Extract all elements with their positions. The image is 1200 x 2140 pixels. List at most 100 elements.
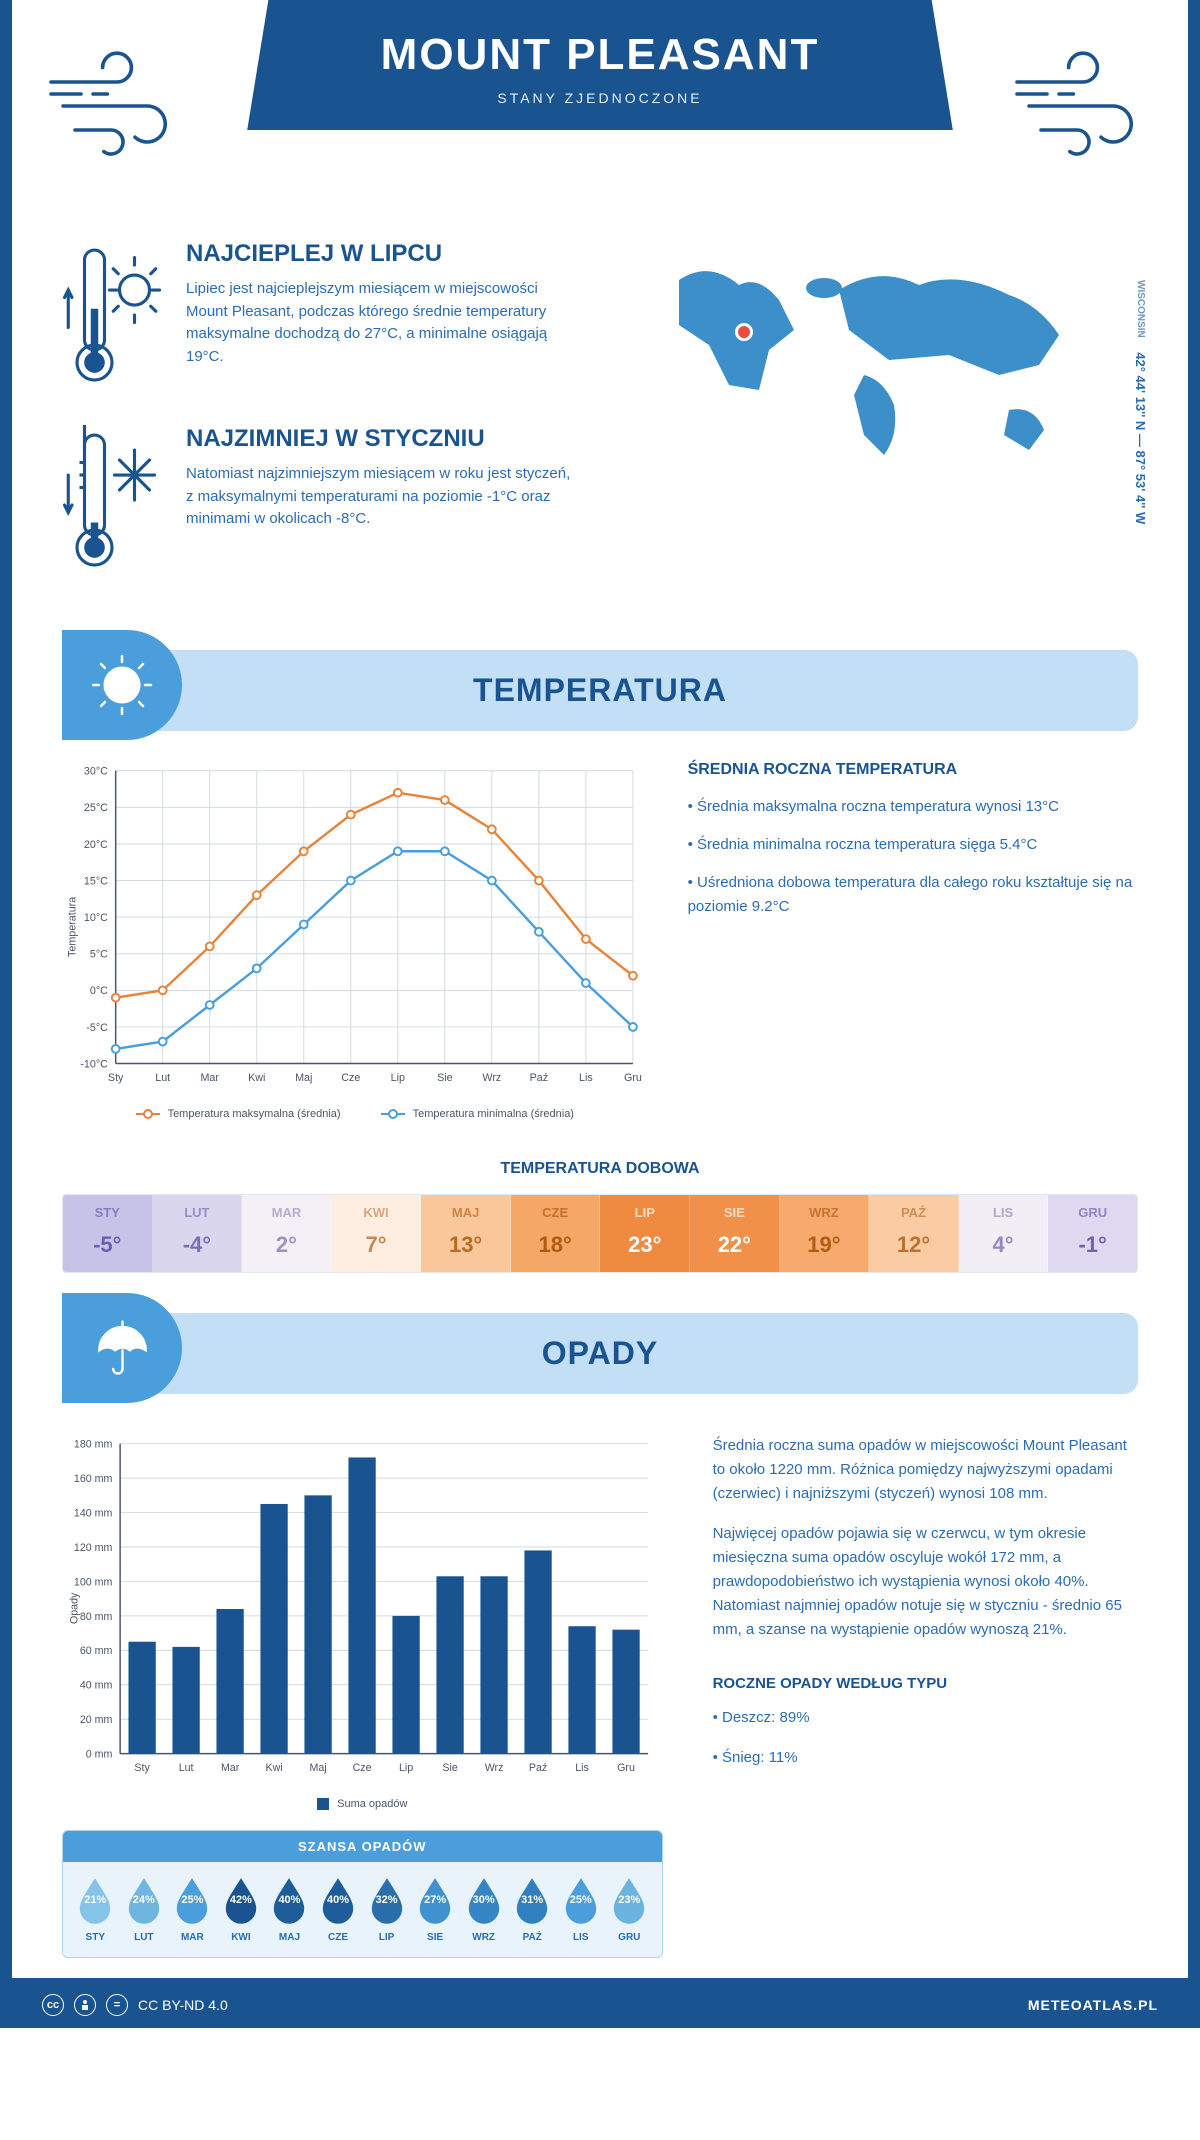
svg-text:Kwi: Kwi [266,1762,283,1774]
header: MOUNT PLEASANT STANY ZJEDNOCZONE [12,0,1188,220]
svg-text:Sty: Sty [108,1072,124,1084]
temperature-chart: -10°C-5°C0°C5°C10°C15°C20°C25°C30°CStyLu… [62,761,648,1120]
hot-block: NAJCIEPLEJ W LIPCU Lipiec jest najcieple… [62,240,580,395]
temperature-title: TEMPERATURA [62,672,1138,709]
svg-text:Lis: Lis [579,1072,593,1084]
title-banner: MOUNT PLEASANT STANY ZJEDNOCZONE [247,0,953,130]
svg-text:Sty: Sty [134,1762,150,1774]
hot-text: Lipiec jest najcieplejszym miesiącem w m… [186,278,580,368]
state-label: WISCONSIN [1135,280,1146,338]
svg-text:0 mm: 0 mm [86,1748,113,1760]
svg-text:25°C: 25°C [84,802,108,814]
drop-icon: 25% [173,1876,211,1924]
chance-cell: 21% STY [71,1876,120,1943]
svg-text:60 mm: 60 mm [80,1645,113,1657]
chance-cell: 40% CZE [314,1876,363,1943]
drop-icon: 23% [610,1876,648,1924]
svg-text:0°C: 0°C [90,985,108,997]
temp-cell: MAJ13° [421,1195,511,1272]
svg-text:Lis: Lis [575,1762,589,1774]
svg-text:Lip: Lip [399,1762,413,1774]
svg-text:40 mm: 40 mm [80,1679,113,1691]
avg-item: • Uśredniona dobowa temperatura dla całe… [688,871,1138,919]
temp-cell: KWI7° [332,1195,422,1272]
svg-text:Lut: Lut [179,1762,194,1774]
svg-text:160 mm: 160 mm [74,1473,113,1485]
avg-item: • Średnia minimalna roczna temperatura s… [688,833,1138,857]
precipitation-header: OPADY [62,1313,1138,1394]
svg-text:10°C: 10°C [84,912,108,924]
svg-text:-10°C: -10°C [80,1058,108,1070]
page-subtitle: STANY ZJEDNOCZONE [287,90,913,106]
chance-title: SZANSA OPADÓW [63,1831,662,1862]
chance-box: SZANSA OPADÓW 21% STY 24% LUT 25% MAR 42… [62,1830,663,1958]
temp-cell: GRU-1° [1048,1195,1137,1272]
chance-cell: 31% PAŹ [508,1876,557,1943]
chance-cell: 42% KWI [217,1876,266,1943]
world-map [620,240,1138,520]
avg-item: • Średnia maksymalna roczna temperatura … [688,795,1138,819]
cold-title: NAJZIMNIEJ W STYCZNIU [186,425,580,453]
precipitation-title: OPADY [62,1335,1138,1372]
svg-text:80 mm: 80 mm [80,1611,113,1623]
svg-text:Cze: Cze [353,1762,372,1774]
legend-min: Temperatura minimalna (średnia) [413,1108,574,1120]
svg-text:Wrz: Wrz [482,1072,501,1084]
drop-icon: 24% [125,1876,163,1924]
daily-temp-table: STY-5°LUT-4°MAR2°KWI7°MAJ13°CZE18°LIP23°… [62,1194,1138,1273]
site-name: METEOATLAS.PL [1028,1997,1158,2013]
drop-icon: 30% [465,1876,503,1924]
license-text: CC BY-ND 4.0 [138,1997,228,2013]
temperature-header: TEMPERATURA [62,650,1138,731]
precipitation-chart: 0 mm20 mm40 mm60 mm80 mm100 mm120 mm140 … [62,1434,663,1783]
svg-text:Mar: Mar [200,1072,219,1084]
legend-max: Temperatura maksymalna (średnia) [168,1108,341,1120]
footer: cc = CC BY-ND 4.0 METEOATLAS.PL [12,1994,1188,2016]
drop-icon: 21% [76,1876,114,1924]
cc-icon: cc [42,1994,64,2016]
temp-cell: PAŹ12° [869,1195,959,1272]
svg-text:Gru: Gru [617,1762,635,1774]
thermometer-hot-icon [62,240,162,395]
drop-icon: 31% [513,1876,551,1924]
svg-text:Gru: Gru [624,1072,642,1084]
svg-text:180 mm: 180 mm [74,1438,113,1450]
svg-text:120 mm: 120 mm [74,1542,113,1554]
temp-cell: LIS4° [959,1195,1049,1272]
drop-icon: 40% [270,1876,308,1924]
wind-icon-left [42,40,192,160]
chance-cell: 25% MAR [168,1876,217,1943]
drop-icon: 25% [562,1876,600,1924]
avg-title: ŚREDNIA ROCZNA TEMPERATURA [688,761,1138,779]
type-item: • Śnieg: 11% [713,1746,1138,1770]
precip-type-title: ROCZNE OPADY WEDŁUG TYPU [713,1672,1138,1696]
temp-legend: Temperatura maksymalna (średnia) Tempera… [62,1108,648,1120]
temp-cell: LUT-4° [153,1195,243,1272]
drop-icon: 27% [416,1876,454,1924]
svg-text:Mar: Mar [221,1762,240,1774]
thermometer-cold-icon [62,425,162,580]
temp-cell: WRZ19° [780,1195,870,1272]
chance-cell: 23% GRU [605,1876,654,1943]
cold-text: Natomiast najzimniejszym miesiącem w rok… [186,463,580,531]
hot-title: NAJCIEPLEJ W LIPCU [186,240,580,268]
temp-cell: STY-5° [63,1195,153,1272]
svg-text:Opady: Opady [69,1592,81,1624]
page-title: MOUNT PLEASANT [287,30,913,80]
chance-cell: 25% LIS [556,1876,605,1943]
svg-text:140 mm: 140 mm [74,1507,113,1519]
precip-legend: Suma opadów [62,1798,663,1810]
svg-text:Sie: Sie [437,1072,453,1084]
intro-section: NAJCIEPLEJ W LIPCU Lipiec jest najcieple… [12,220,1188,650]
svg-text:Kwi: Kwi [248,1072,265,1084]
precip-legend-label: Suma opadów [337,1798,407,1810]
drop-icon: 40% [319,1876,357,1924]
svg-text:Paź: Paź [530,1072,548,1084]
chance-cell: 24% LUT [120,1876,169,1943]
svg-text:20 mm: 20 mm [80,1714,113,1726]
sun-icon [62,630,182,740]
temp-cell: SIE22° [690,1195,780,1272]
precipitation-summary: Średnia roczna suma opadów w miejscowośc… [713,1434,1138,1958]
chance-cell: 30% WRZ [459,1876,508,1943]
page: MOUNT PLEASANT STANY ZJEDNOCZONE [0,0,1200,2028]
